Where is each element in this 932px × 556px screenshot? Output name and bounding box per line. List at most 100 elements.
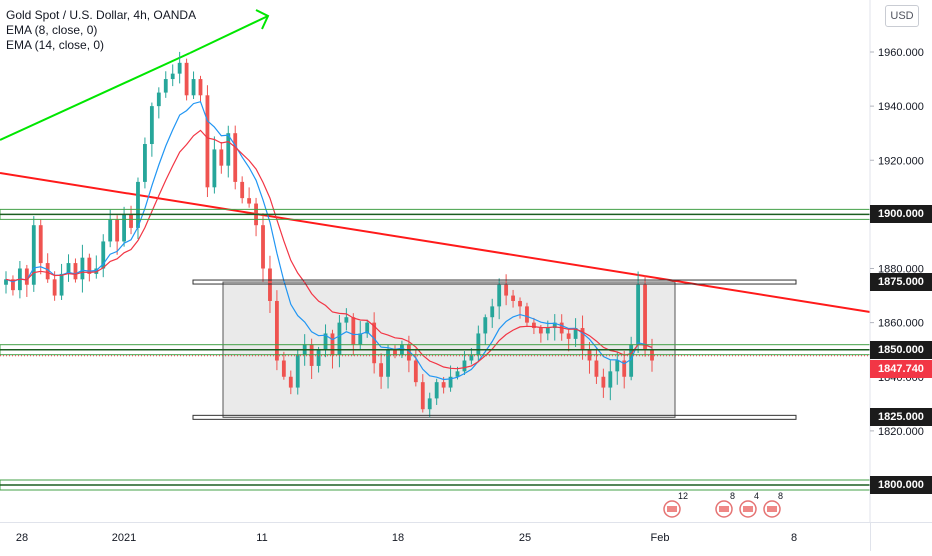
candle-body	[393, 349, 397, 356]
candle-body	[31, 225, 36, 285]
event-badges: 12 8 4 8	[663, 491, 783, 518]
level-price-tag: 1850.000	[870, 340, 932, 359]
candle-body	[351, 317, 356, 345]
candle-body	[136, 181, 140, 228]
event-count: 12	[678, 491, 688, 501]
candle-body	[87, 257, 92, 274]
candle-body	[448, 376, 453, 388]
price-tick-label: 1960.000	[878, 47, 924, 59]
support-resistance-levels	[0, 208, 871, 491]
time-tick-label: 8	[791, 532, 797, 544]
scale-corner[interactable]	[870, 522, 932, 551]
candle-body	[184, 62, 189, 96]
candle-body	[66, 263, 71, 274]
candle-body	[629, 344, 634, 377]
candle-body	[73, 263, 78, 280]
candle-body	[420, 382, 425, 410]
uptrend-line	[0, 52, 191, 141]
candle-body	[177, 62, 182, 74]
candle-body	[261, 225, 265, 269]
candle-body	[115, 219, 120, 242]
candle-body	[156, 92, 161, 107]
candle-body	[198, 79, 203, 96]
candle-body	[295, 355, 300, 388]
candle-body	[233, 133, 238, 182]
level-band	[192, 414, 797, 420]
flag-stripes	[767, 506, 777, 512]
candle-body	[4, 279, 8, 285]
currency-button[interactable]: USD	[885, 5, 919, 27]
level-price-tag: 1800.000	[870, 476, 932, 494]
candle-body	[525, 306, 529, 323]
candle-body	[80, 257, 85, 280]
ema-fast-line	[5, 100, 653, 381]
candle-body	[38, 225, 43, 264]
candle-body	[566, 333, 571, 339]
candle-body	[615, 360, 620, 372]
candle-body	[323, 333, 328, 350]
candle-body	[518, 300, 522, 307]
candle-body	[434, 382, 439, 399]
candle-body	[573, 328, 578, 339]
candle-body	[101, 241, 106, 269]
level-price-tag: 1875.000	[870, 273, 932, 292]
candle-body	[52, 279, 57, 296]
candle-body	[552, 322, 557, 329]
level-price-tag: 1825.000	[870, 408, 932, 427]
event-count: 4	[754, 491, 759, 501]
candle-body	[205, 95, 210, 188]
time-tick-label: 25	[519, 532, 531, 544]
candle-body	[226, 133, 231, 166]
level-band	[192, 279, 797, 285]
candle-body	[608, 371, 613, 388]
candle-body	[601, 376, 606, 388]
candle-body	[24, 268, 29, 285]
time-tick-label: Feb	[651, 532, 670, 544]
event-count: 8	[778, 491, 783, 501]
candle-body	[288, 376, 293, 388]
candle-body	[538, 328, 543, 334]
candle-body	[337, 322, 342, 356]
candle-body	[532, 322, 536, 329]
ema-lines	[5, 100, 653, 381]
candle-body	[483, 317, 488, 334]
candle-body	[108, 219, 113, 242]
candle-body	[59, 273, 64, 296]
candle-body	[281, 360, 286, 377]
candle-body	[247, 198, 252, 204]
candle-body	[170, 73, 175, 80]
candle-body	[316, 349, 321, 366]
candle-body	[413, 360, 418, 383]
candle-body	[427, 398, 432, 410]
price-tick-label: 1920.000	[878, 155, 924, 167]
candle-body	[122, 214, 126, 242]
price-tick-label: 1820.000	[878, 426, 924, 438]
candle-body	[191, 79, 196, 96]
price-tick-label: 1860.000	[878, 318, 924, 330]
event-count: 8	[730, 491, 735, 501]
ema-slow-label: EMA (14, close, 0)	[6, 38, 105, 52]
candle-body	[372, 322, 377, 364]
candle-body	[219, 149, 224, 166]
time-tick-label: 11	[256, 532, 267, 544]
price-tick-label: 1880.000	[878, 264, 924, 276]
candle-body	[455, 371, 460, 377]
candle-body	[490, 306, 495, 318]
candle-body	[504, 284, 509, 296]
candle-body	[511, 295, 515, 301]
time-scale[interactable]: 28 2021 11 18 25 Feb 8	[0, 522, 870, 551]
candle-body	[497, 284, 502, 307]
candle-body	[622, 360, 627, 377]
candle-body	[636, 284, 641, 345]
candle-body	[469, 355, 474, 361]
downtrend-line	[0, 172, 871, 313]
flag-stripes	[743, 506, 753, 512]
last-price-tag: 1847.740	[870, 359, 932, 378]
chart-legend: Gold Spot / U.S. Dollar, 4h, OANDA EMA (…	[6, 8, 196, 53]
price-axis: 1960.000 1940.000 1920.000 1880.000 1860.000…	[869, 0, 924, 522]
candle-body	[379, 363, 384, 377]
trend-lines	[0, 9, 871, 313]
flag-stripes	[667, 506, 677, 512]
candle-body	[344, 317, 349, 323]
